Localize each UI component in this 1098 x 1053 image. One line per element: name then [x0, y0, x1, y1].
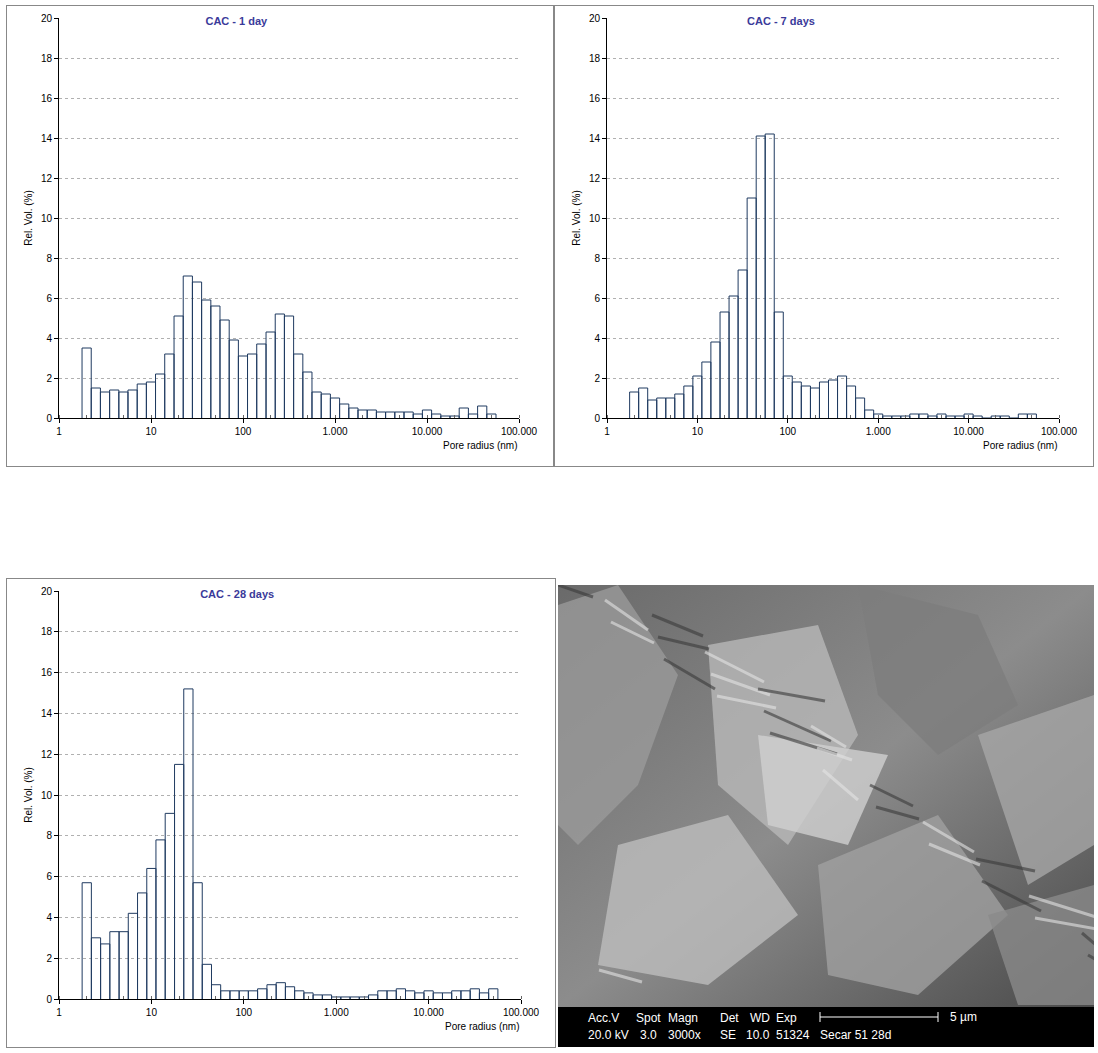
svg-text:10.000: 10.000	[953, 426, 984, 437]
svg-text:0: 0	[46, 413, 52, 424]
svg-text:Spot: Spot	[636, 1011, 661, 1025]
svg-text:14: 14	[589, 133, 601, 144]
svg-text:20.0 kV: 20.0 kV	[588, 1028, 629, 1042]
svg-text:CAC - 7 days: CAC - 7 days	[747, 15, 815, 27]
svg-text:18: 18	[41, 626, 53, 637]
svg-text:5 µm: 5 µm	[950, 1010, 977, 1024]
svg-text:12: 12	[589, 173, 601, 184]
svg-text:4: 4	[46, 912, 52, 923]
svg-text:1: 1	[604, 426, 610, 437]
svg-text:6: 6	[46, 293, 52, 304]
svg-text:16: 16	[589, 93, 601, 104]
svg-text:18: 18	[41, 53, 53, 64]
svg-text:6: 6	[594, 293, 600, 304]
svg-text:Rel. Vol. (%): Rel. Vol. (%)	[23, 190, 34, 246]
svg-text:8: 8	[594, 253, 600, 264]
svg-text:10: 10	[146, 1007, 158, 1018]
svg-text:4: 4	[46, 333, 52, 344]
svg-text:12: 12	[41, 749, 53, 760]
svg-text:Rel. Vol. (%): Rel. Vol. (%)	[571, 190, 582, 246]
svg-text:10: 10	[41, 213, 53, 224]
svg-text:Pore radius (nm): Pore radius (nm)	[445, 1021, 519, 1032]
svg-text:10: 10	[41, 790, 53, 801]
svg-text:16: 16	[41, 667, 53, 678]
svg-text:20: 20	[41, 13, 53, 24]
svg-text:2: 2	[46, 373, 52, 384]
svg-text:1: 1	[56, 1007, 62, 1018]
svg-text:3.0: 3.0	[640, 1028, 657, 1042]
svg-text:10: 10	[692, 426, 704, 437]
svg-text:SE: SE	[720, 1028, 736, 1042]
svg-text:4: 4	[594, 333, 600, 344]
svg-text:CAC - 1 day: CAC - 1 day	[205, 15, 268, 27]
svg-text:3000x: 3000x	[668, 1028, 701, 1042]
svg-text:Pore radius (nm): Pore radius (nm)	[443, 440, 517, 451]
svg-text:2: 2	[594, 373, 600, 384]
svg-text:1.000: 1.000	[322, 426, 347, 437]
svg-text:Secar 51 28d: Secar 51 28d	[820, 1028, 891, 1042]
svg-text:Pore radius (nm): Pore radius (nm)	[983, 440, 1057, 451]
svg-text:8: 8	[46, 253, 52, 264]
svg-text:12: 12	[41, 173, 53, 184]
svg-text:51324: 51324	[776, 1028, 810, 1042]
svg-text:100: 100	[779, 426, 796, 437]
svg-text:CAC - 28 days: CAC - 28 days	[200, 588, 274, 600]
svg-text:8: 8	[46, 830, 52, 841]
svg-text:0: 0	[46, 994, 52, 1005]
svg-text:100.000: 100.000	[501, 426, 538, 437]
svg-text:100: 100	[235, 1007, 252, 1018]
svg-text:1: 1	[56, 426, 62, 437]
svg-text:2: 2	[46, 953, 52, 964]
svg-text:Magn: Magn	[668, 1011, 698, 1025]
svg-text:Rel. Vol. (%): Rel. Vol. (%)	[23, 767, 34, 823]
svg-text:100.000: 100.000	[1041, 426, 1078, 437]
svg-text:0: 0	[594, 413, 600, 424]
svg-text:1.000: 1.000	[866, 426, 891, 437]
svg-text:10.0: 10.0	[746, 1028, 770, 1042]
svg-text:100.000: 100.000	[503, 1007, 540, 1018]
svg-text:20: 20	[589, 13, 601, 24]
svg-text:6: 6	[46, 871, 52, 882]
svg-text:1.000: 1.000	[324, 1007, 349, 1018]
svg-text:18: 18	[589, 53, 601, 64]
svg-text:Exp: Exp	[776, 1011, 797, 1025]
svg-text:100: 100	[235, 426, 252, 437]
svg-text:10.000: 10.000	[413, 1007, 444, 1018]
svg-text:Acc.V: Acc.V	[588, 1011, 619, 1025]
svg-text:14: 14	[41, 708, 53, 719]
svg-text:20: 20	[41, 586, 53, 597]
svg-text:14: 14	[41, 133, 53, 144]
svg-text:16: 16	[41, 93, 53, 104]
svg-text:WD: WD	[750, 1011, 770, 1025]
svg-text:10: 10	[145, 426, 157, 437]
svg-text:Det: Det	[720, 1011, 739, 1025]
svg-text:10: 10	[589, 213, 601, 224]
svg-text:10.000: 10.000	[412, 426, 443, 437]
